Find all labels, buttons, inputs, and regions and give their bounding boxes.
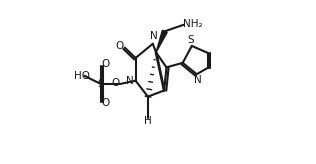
Polygon shape (156, 30, 167, 52)
Text: O: O (116, 41, 124, 51)
Text: HO: HO (74, 71, 89, 81)
Text: H: H (144, 116, 152, 126)
Text: O: O (101, 98, 109, 108)
Text: NH₂: NH₂ (183, 19, 203, 29)
Text: S: S (187, 35, 193, 45)
Text: O: O (101, 59, 109, 69)
Text: N: N (150, 31, 157, 41)
Text: S: S (97, 79, 104, 89)
Text: O: O (111, 78, 119, 88)
Text: N: N (125, 76, 133, 86)
Text: N: N (194, 75, 202, 85)
